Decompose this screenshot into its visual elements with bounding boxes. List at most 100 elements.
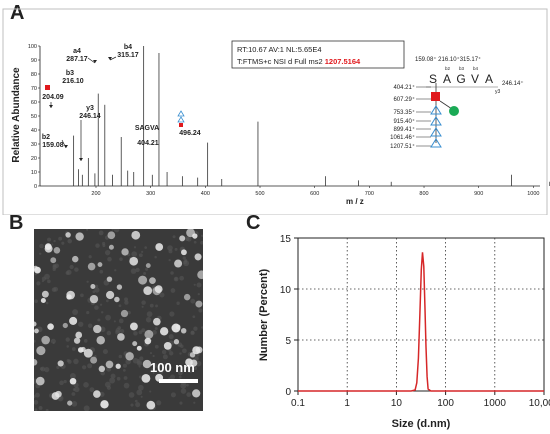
background-grain — [122, 363, 127, 368]
x-tick-label: 500 — [255, 191, 264, 197]
nanoparticle — [144, 329, 154, 339]
background-grain — [179, 401, 183, 405]
background-grain — [128, 392, 135, 398]
background-grain — [98, 230, 104, 236]
background-grain — [152, 363, 158, 368]
background-grain — [197, 292, 200, 296]
background-grain — [39, 243, 44, 249]
background-grain — [52, 267, 56, 272]
background-grain — [99, 303, 103, 306]
hexnac-square-icon — [431, 92, 440, 101]
nanoparticle — [67, 400, 73, 406]
background-grain — [67, 238, 73, 244]
nanoparticle — [115, 363, 121, 369]
background-grain — [149, 390, 152, 393]
label-arrow — [87, 57, 96, 64]
background-grain — [53, 239, 56, 243]
glycopeptide-structure: 159.08⁺ 216.10⁺315.17⁺ S A G V Ab2 b3 b4 246.1… — [390, 56, 523, 150]
background-grain — [173, 276, 179, 282]
label-arrowhead — [93, 60, 97, 63]
background-grain — [138, 375, 142, 379]
structure-y-label: y3 — [495, 89, 501, 95]
nanoparticle — [90, 284, 96, 289]
nanoparticle — [121, 248, 129, 256]
y-tick-label: 80 — [31, 72, 37, 78]
background-grain — [201, 326, 203, 329]
background-grain — [71, 401, 78, 407]
hexose-circle-icon — [449, 106, 459, 116]
background-grain — [139, 356, 144, 361]
background-grain — [123, 382, 130, 389]
y-tick-label: 90 — [31, 58, 37, 64]
y-tick-label: 0 — [285, 387, 291, 398]
nanoparticle — [129, 256, 139, 266]
background-grain — [117, 326, 122, 330]
label-arrowhead — [108, 57, 112, 60]
background-grain — [190, 298, 196, 304]
b-ion-label: b3 — [459, 66, 465, 71]
nanoparticle — [155, 243, 164, 251]
background-grain — [136, 360, 143, 366]
sequence-letter: V — [471, 72, 479, 86]
background-grain — [73, 358, 79, 365]
background-grain — [66, 358, 70, 363]
panel-label-c: C — [246, 212, 261, 234]
background-grain — [101, 311, 104, 314]
background-grain — [110, 373, 116, 379]
background-grain — [146, 311, 153, 318]
y-tick-label: 20 — [31, 156, 37, 162]
ladder-ion-label: 607.29⁺ — [393, 96, 415, 103]
fucose-triangle-icon — [430, 138, 442, 148]
fucose-triangle-icon — [177, 116, 185, 123]
background-grain — [34, 400, 39, 405]
nanoparticle — [192, 233, 198, 239]
nanoparticle — [65, 232, 71, 238]
background-grain — [120, 329, 125, 334]
background-grain — [106, 330, 112, 336]
background-grain — [145, 316, 152, 323]
nanoparticle — [153, 317, 161, 326]
background-grain — [105, 314, 111, 321]
background-grain — [182, 348, 187, 354]
peak-label-mz: 315.17 — [117, 52, 139, 59]
background-grain — [94, 305, 99, 310]
scale-bar-label: 100 nm — [150, 360, 195, 375]
nanoparticle — [55, 390, 62, 398]
nanoparticle — [69, 316, 78, 325]
background-grain — [141, 300, 146, 305]
background-grain — [179, 275, 185, 281]
background-grain — [194, 356, 199, 361]
chart-y-label: Number (Percent) — [258, 269, 270, 362]
background-grain — [170, 392, 176, 398]
background-grain — [135, 267, 140, 273]
peak-label-mz: 204.09 — [42, 94, 64, 101]
background-grain — [138, 253, 143, 258]
background-grain — [44, 273, 50, 280]
background-grain — [71, 392, 76, 396]
chart-tick-labels: 0.1 1 10 100 1000 10,000 0 5 10 15 — [280, 234, 550, 409]
peak-label-mz: 496.24 — [179, 130, 201, 137]
chart-series — [298, 252, 544, 392]
background-grain — [113, 320, 116, 323]
background-grain — [155, 304, 158, 308]
nanoparticle — [174, 259, 183, 268]
nanoparticle — [125, 352, 134, 361]
background-grain — [83, 405, 90, 411]
nanoparticle — [87, 262, 96, 271]
sequence-letter: A — [485, 72, 493, 86]
peptide-sequence: S A G V Ab2 b3 b4 — [426, 66, 498, 88]
background-grain — [35, 392, 40, 398]
background-grain — [135, 402, 141, 408]
nanoparticle — [41, 335, 50, 345]
background-grain — [65, 337, 70, 342]
background-grain — [141, 328, 146, 333]
background-grain — [99, 326, 106, 333]
panel-label-a: A — [10, 2, 25, 24]
scan-info-box — [231, 40, 405, 69]
nanoparticle — [41, 290, 49, 298]
background-grain — [186, 236, 192, 242]
background-grain — [58, 236, 63, 241]
background-grain — [115, 329, 121, 335]
nanoparticle — [90, 356, 98, 364]
